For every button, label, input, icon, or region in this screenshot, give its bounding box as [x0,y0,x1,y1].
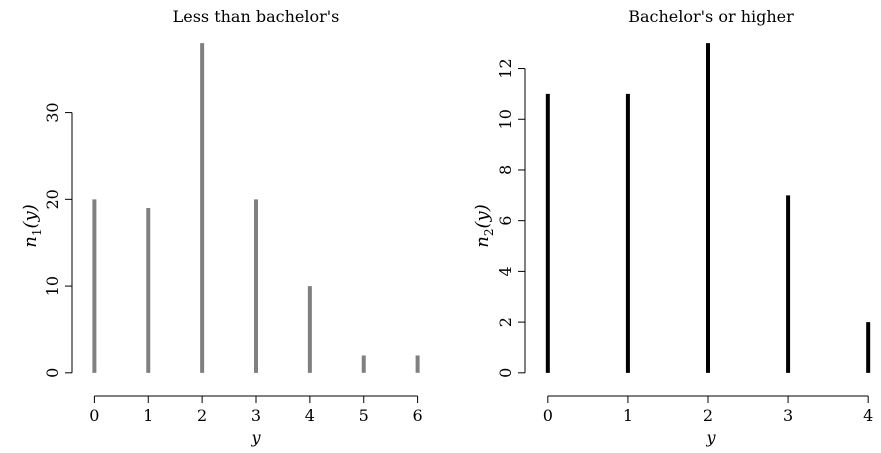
y-tick-label: 0 [496,368,515,378]
bar-group [545,43,871,373]
y-axis-title-base: n [472,236,493,248]
x-tick-label: 0 [89,406,99,425]
x-tick-label: 4 [863,406,873,425]
y-axis-title: n1(y) [20,204,44,247]
chart-title: Less than bachelor's [173,7,340,26]
x-axis-title: y [705,428,716,447]
y-axis-title-base: n [20,236,41,248]
x-tick-label: 6 [413,406,423,425]
y-tick-label: 2 [496,317,515,327]
bar-group [92,43,420,373]
y-axis-title-suffix: (y) [20,204,41,228]
y-axis-title-subscript: 1 [30,228,44,236]
y-tick-label: 10 [496,109,515,129]
x-tick-label: 3 [251,406,261,425]
x-axis: 0 1 2 3 4 5 6 [89,395,423,425]
x-tick-label: 2 [703,406,713,425]
x-tick-label: 0 [543,406,553,425]
chart-title: Bachelor's or higher [628,7,794,26]
x-axis: 0 1 2 3 4 [543,395,873,425]
y-tick-label: 4 [496,266,515,276]
y-tick-label: 10 [43,276,62,296]
y-tick-label: 6 [496,216,515,226]
y-axis-title-group: n2(y) [472,204,496,247]
y-tick-label: 30 [43,102,62,122]
x-tick-label: 4 [305,406,315,425]
x-tick-label: 1 [623,406,633,425]
x-tick-label: 3 [783,406,793,425]
y-tick-label: 8 [496,165,515,175]
x-tick-label: 5 [359,406,369,425]
y-axis-title-group: n1(y) [20,204,44,247]
y-axis: 0 10 20 30 [43,102,73,378]
y-axis-title-suffix: (y) [472,204,493,228]
y-axis-title: n2(y) [472,204,496,247]
y-tick-label: 0 [43,368,62,378]
x-tick-label: 2 [197,406,207,425]
y-axis: 0 2 4 6 8 10 12 [496,58,526,378]
x-tick-label: 1 [143,406,153,425]
chart-panel-less-than-bachelors: Less than bachelor's 0 1 2 3 4 5 6 0 10 20 30 y n… [20,7,423,447]
y-axis-title-subscript: 2 [482,228,496,236]
y-tick-label: 12 [496,58,515,78]
y-tick-label: 20 [43,189,62,209]
x-axis-title: y [250,428,261,447]
